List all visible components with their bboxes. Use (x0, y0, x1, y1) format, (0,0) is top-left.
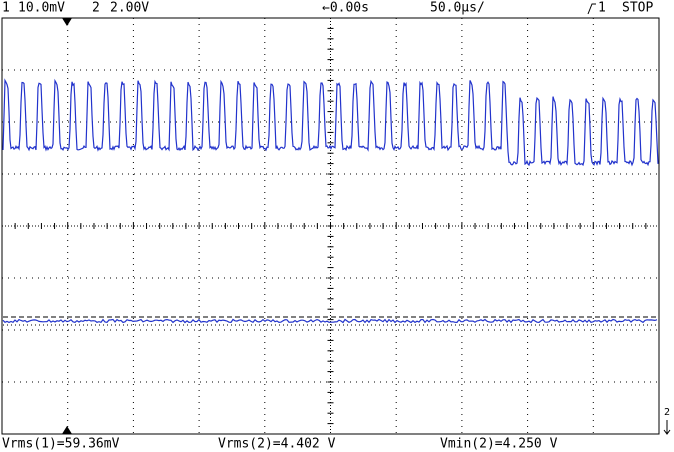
ch2-ground-marker: 2 (664, 407, 670, 418)
ch2-trace (2, 318, 658, 324)
trigger-edge-icon (587, 3, 596, 15)
timebase: 50.0µs/ (430, 1, 485, 16)
top-bar: 1 10.0mV 2 2.00V ←0.00s 50.0µs/ 1 STOP (2, 1, 653, 16)
ch2-scale: 2.00V (110, 1, 149, 16)
run-status: STOP (622, 1, 653, 16)
trigger-position-marker (62, 18, 72, 26)
ch2-number: 2 (92, 1, 100, 16)
ch1-number: 1 (2, 1, 10, 16)
ch1-scale: 10.0mV (18, 1, 65, 16)
trigger-source: 1 (598, 1, 606, 16)
graticule (1, 17, 660, 435)
measurement: Vrms(2)=4.402 V (218, 437, 336, 452)
measurement: Vrms(1)=59.36mV (2, 437, 120, 452)
delay: ←0.00s (322, 1, 369, 16)
trigger-position-marker-bottom (62, 426, 72, 434)
ch2-ground-arrow (663, 420, 671, 435)
ch1-trace (2, 78, 659, 167)
measurement: Vmin(2)=4.250 V (440, 437, 558, 452)
waveforms (2, 78, 659, 326)
